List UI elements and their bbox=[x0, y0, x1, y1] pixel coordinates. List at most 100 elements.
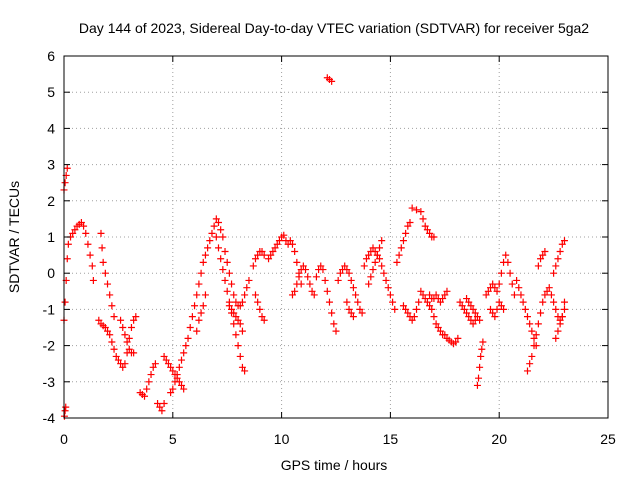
data-point bbox=[345, 269, 353, 277]
data-point bbox=[160, 400, 168, 408]
data-point bbox=[458, 302, 466, 310]
data-point bbox=[408, 204, 416, 212]
y-tick-label: 6 bbox=[47, 48, 55, 64]
y-tick-label: 3 bbox=[47, 157, 55, 173]
data-point bbox=[260, 316, 268, 324]
data-point bbox=[273, 240, 281, 248]
data-point bbox=[547, 291, 555, 299]
data-point bbox=[119, 363, 127, 371]
data-point bbox=[465, 298, 473, 306]
y-tick-label: -3 bbox=[43, 374, 56, 390]
data-point bbox=[371, 247, 379, 255]
data-point bbox=[421, 295, 429, 303]
data-point bbox=[132, 313, 140, 321]
data-point bbox=[395, 251, 403, 259]
data-point bbox=[478, 345, 486, 353]
y-tick-label: 4 bbox=[47, 120, 55, 136]
data-point bbox=[310, 291, 318, 299]
data-point bbox=[428, 305, 436, 313]
data-point bbox=[471, 309, 479, 317]
data-point bbox=[434, 324, 442, 331]
data-point bbox=[489, 309, 497, 317]
data-point bbox=[195, 316, 203, 324]
data-point bbox=[195, 280, 203, 288]
data-point bbox=[556, 320, 564, 328]
data-point bbox=[556, 247, 564, 255]
data-point bbox=[454, 334, 462, 342]
data-point bbox=[160, 352, 168, 360]
data-point bbox=[526, 320, 534, 328]
data-point bbox=[360, 262, 368, 270]
data-point bbox=[432, 320, 440, 328]
data-point bbox=[369, 266, 377, 274]
data-point bbox=[306, 280, 314, 288]
data-point bbox=[530, 334, 538, 342]
data-point bbox=[460, 305, 468, 313]
data-point bbox=[180, 385, 188, 393]
data-point bbox=[280, 231, 288, 239]
data-point bbox=[241, 367, 249, 375]
y-tick-label: -4 bbox=[43, 410, 56, 426]
data-point bbox=[336, 269, 344, 277]
data-point bbox=[369, 244, 377, 252]
data-point bbox=[532, 331, 540, 339]
data-point bbox=[349, 313, 357, 321]
data-point bbox=[397, 244, 405, 252]
data-point bbox=[208, 229, 216, 237]
data-point bbox=[517, 291, 525, 299]
data-point bbox=[117, 316, 125, 324]
data-point bbox=[510, 291, 518, 299]
data-point bbox=[452, 338, 460, 346]
data-point bbox=[506, 269, 514, 277]
data-point bbox=[219, 266, 227, 274]
data-point bbox=[521, 305, 529, 313]
data-point bbox=[477, 352, 485, 360]
data-point bbox=[234, 316, 242, 324]
data-point bbox=[180, 349, 188, 357]
data-point bbox=[500, 305, 508, 313]
data-point bbox=[515, 284, 523, 292]
data-point bbox=[513, 276, 521, 284]
y-tick-label: -1 bbox=[43, 301, 56, 317]
data-point bbox=[86, 251, 94, 259]
data-point bbox=[217, 255, 225, 263]
data-point bbox=[201, 251, 209, 259]
data-point bbox=[469, 305, 477, 313]
y-tick-label: 0 bbox=[47, 265, 55, 281]
data-point bbox=[473, 381, 481, 389]
data-point bbox=[391, 305, 399, 313]
data-point bbox=[399, 237, 407, 245]
y-tick-label: -2 bbox=[43, 338, 56, 354]
data-point bbox=[430, 313, 438, 321]
data-point bbox=[534, 262, 542, 270]
data-point bbox=[236, 302, 244, 310]
data-point bbox=[534, 320, 542, 328]
data-point bbox=[101, 269, 109, 277]
data-point bbox=[149, 363, 157, 371]
data-point bbox=[491, 284, 499, 292]
data-point bbox=[560, 237, 568, 245]
data-point bbox=[184, 334, 192, 342]
data-point bbox=[334, 276, 342, 284]
data-point bbox=[269, 247, 277, 255]
data-point bbox=[302, 266, 310, 274]
data-point bbox=[347, 309, 355, 317]
data-point bbox=[89, 276, 97, 284]
data-point bbox=[417, 287, 425, 295]
x-axis-label: GPS time / hours bbox=[281, 457, 388, 473]
data-point bbox=[554, 327, 562, 335]
data-point bbox=[539, 298, 547, 306]
data-point bbox=[376, 255, 384, 263]
data-point bbox=[402, 305, 410, 313]
data-point bbox=[328, 77, 336, 85]
data-point bbox=[206, 237, 214, 245]
data-point bbox=[362, 255, 370, 263]
data-point bbox=[413, 305, 421, 313]
data-point bbox=[130, 316, 138, 324]
data-point bbox=[304, 273, 312, 281]
data-point bbox=[467, 302, 475, 310]
data-point bbox=[354, 298, 362, 306]
data-point bbox=[106, 331, 114, 339]
data-point bbox=[61, 407, 69, 415]
data-point bbox=[61, 179, 69, 187]
